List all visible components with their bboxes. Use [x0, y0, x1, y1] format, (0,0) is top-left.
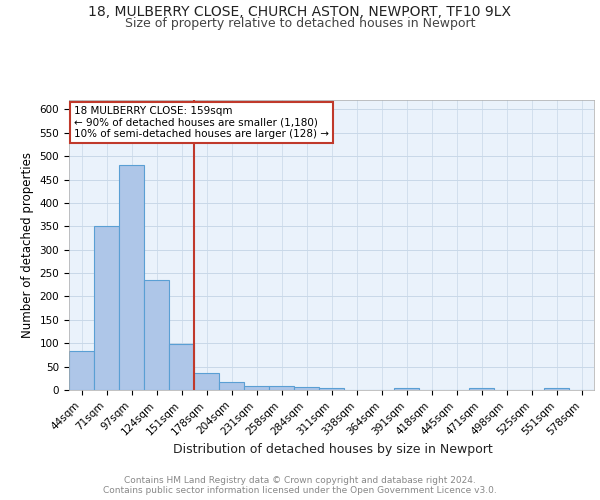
Bar	[294, 386, 319, 390]
Text: 18, MULBERRY CLOSE, CHURCH ASTON, NEWPORT, TF10 9LX: 18, MULBERRY CLOSE, CHURCH ASTON, NEWPOR…	[89, 5, 511, 19]
Bar	[269, 386, 294, 390]
Bar	[69, 351, 94, 390]
Bar	[544, 388, 569, 390]
Bar	[94, 226, 119, 390]
Text: 18 MULBERRY CLOSE: 159sqm
← 90% of detached houses are smaller (1,180)
10% of se: 18 MULBERRY CLOSE: 159sqm ← 90% of detac…	[74, 106, 329, 139]
Y-axis label: Number of detached properties: Number of detached properties	[21, 152, 34, 338]
Text: Contains HM Land Registry data © Crown copyright and database right 2024.
Contai: Contains HM Land Registry data © Crown c…	[103, 476, 497, 495]
Bar	[194, 372, 219, 390]
Text: Size of property relative to detached houses in Newport: Size of property relative to detached ho…	[125, 18, 475, 30]
Bar	[394, 388, 419, 390]
Bar	[244, 386, 269, 390]
Bar	[144, 280, 169, 390]
Bar	[119, 166, 144, 390]
Bar	[319, 388, 344, 390]
Text: Distribution of detached houses by size in Newport: Distribution of detached houses by size …	[173, 442, 493, 456]
Bar	[469, 388, 494, 390]
Bar	[219, 382, 244, 390]
Bar	[169, 344, 194, 390]
